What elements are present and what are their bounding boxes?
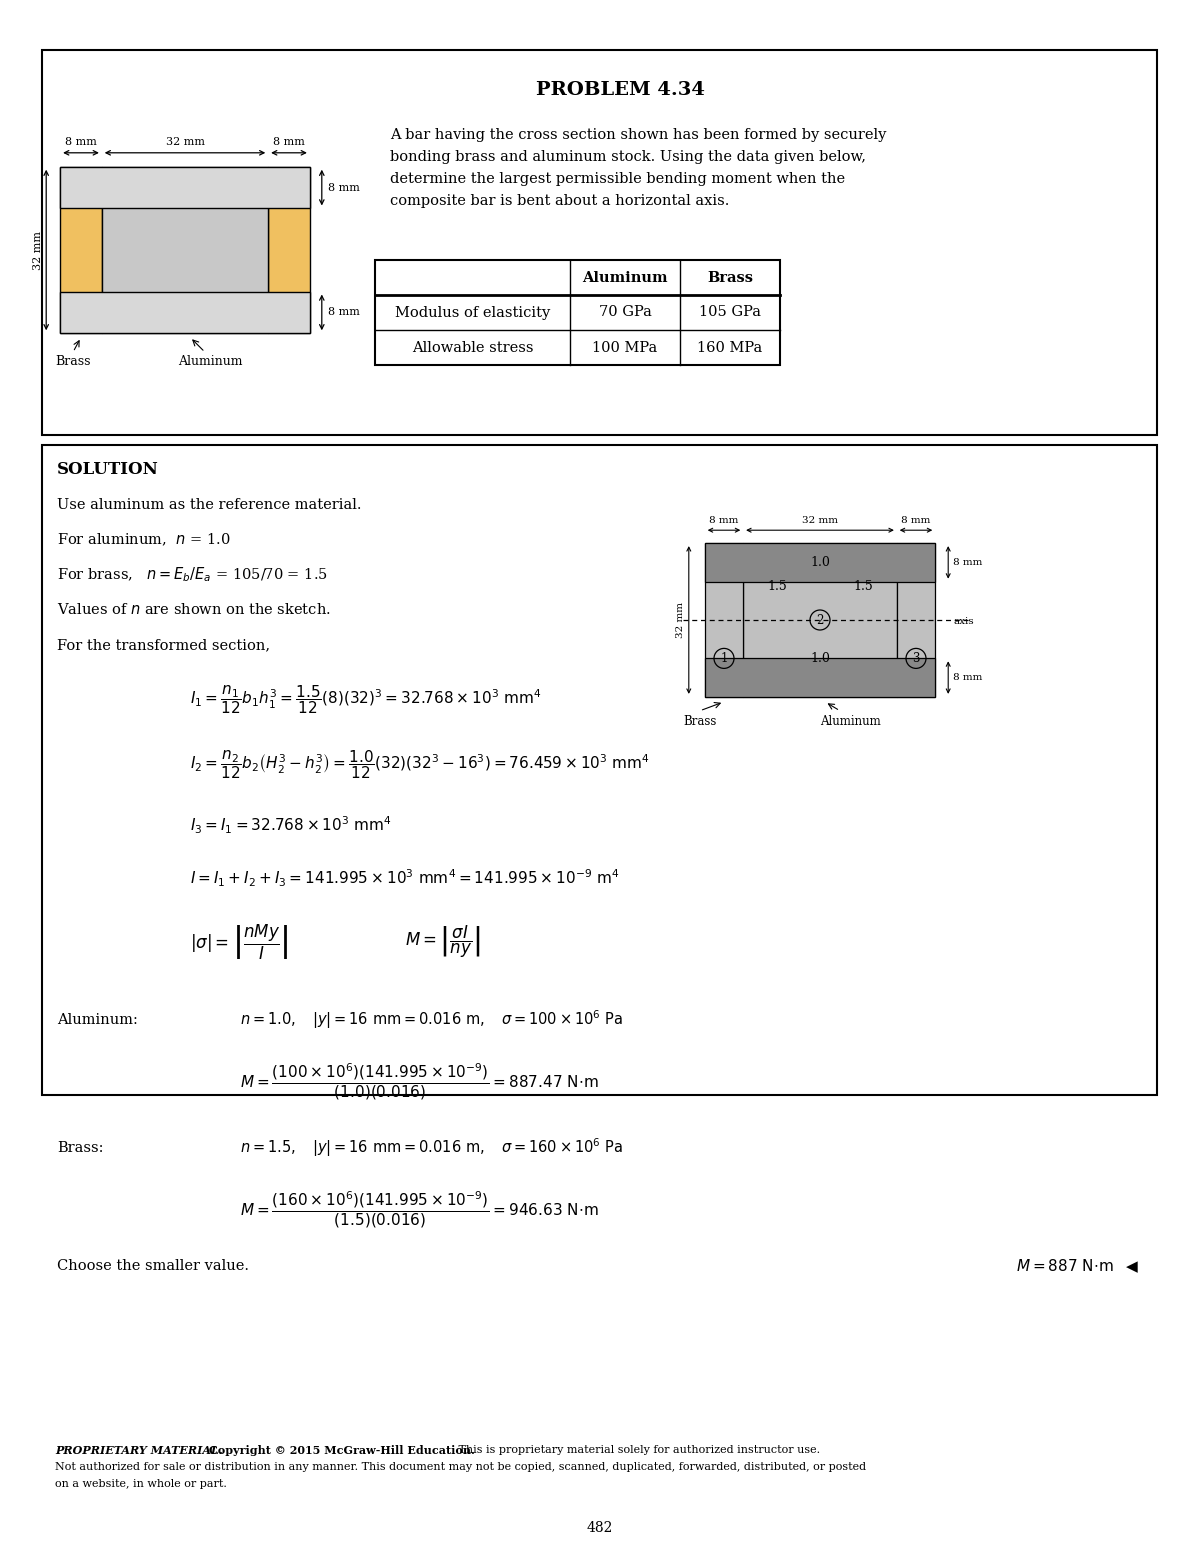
Text: 32 mm: 32 mm <box>34 230 43 270</box>
Text: Brass: Brass <box>55 356 91 368</box>
Text: 105 GPa: 105 GPa <box>698 306 761 320</box>
Text: Modulus of elasticity: Modulus of elasticity <box>395 306 550 320</box>
Text: For brass,   $n = E_b/E_a$ = 105/70 = 1.5: For brass, $n = E_b/E_a$ = 105/70 = 1.5 <box>58 565 328 584</box>
Text: 2: 2 <box>816 613 823 626</box>
Text: $M = \left|\dfrac{\sigma I}{ny}\right|$: $M = \left|\dfrac{\sigma I}{ny}\right|$ <box>406 924 480 960</box>
Text: 8 mm: 8 mm <box>709 516 739 525</box>
Bar <box>704 544 743 697</box>
Text: 100 MPa: 100 MPa <box>593 340 658 354</box>
Text: Aluminum:: Aluminum: <box>58 1013 138 1027</box>
Text: $I_1 = \dfrac{n_1}{12}b_1h_1^3 = \dfrac{1.5}{12}(8)(32)^3 = 32.768 \times 10^3\ : $I_1 = \dfrac{n_1}{12}b_1h_1^3 = \dfrac{… <box>190 683 541 716</box>
Bar <box>743 544 896 697</box>
Text: $I = I_1 + I_2 + I_3 = 141.995 \times 10^3\ \mathrm{mm}^4 = 141.995 \times 10^{-: $I = I_1 + I_2 + I_3 = 141.995 \times 10… <box>190 867 619 888</box>
Text: $n = 1.5,\quad |y| = 16\ \mathrm{mm} = 0.016\ \mathrm{m},\quad \sigma = 160 \tim: $n = 1.5,\quad |y| = 16\ \mathrm{mm} = 0… <box>240 1137 623 1160</box>
Text: bonding brass and aluminum stock. Using the data given below,: bonding brass and aluminum stock. Using … <box>390 151 866 165</box>
Bar <box>704 544 935 582</box>
Text: 8 mm: 8 mm <box>328 183 360 193</box>
Text: 8 mm: 8 mm <box>953 558 983 567</box>
Text: 8 mm: 8 mm <box>901 516 931 525</box>
Text: 1: 1 <box>720 652 727 665</box>
Text: PROBLEM 4.34: PROBLEM 4.34 <box>535 81 704 99</box>
Bar <box>269 166 310 334</box>
Text: $M = \dfrac{(160 \times 10^6)(141.995 \times 10^{-9})}{(1.5)(0.016)} = 946.63\ \: $M = \dfrac{(160 \times 10^6)(141.995 \t… <box>240 1190 599 1230</box>
Text: 8 mm: 8 mm <box>953 672 983 682</box>
Text: $M = 887\ \mathrm{N{\cdot}m}$  $\blacktriangleleft$: $M = 887\ \mathrm{N{\cdot}m}$ $\blacktri… <box>1015 1258 1139 1275</box>
Text: Values of $n$ are shown on the sketch.: Values of $n$ are shown on the sketch. <box>58 603 331 618</box>
Text: This is proprietary material solely for authorized instructor use.: This is proprietary material solely for … <box>455 1444 820 1455</box>
Bar <box>42 446 1157 1095</box>
Text: Allowable stress: Allowable stress <box>412 340 533 354</box>
Text: $I_3 = I_1 = 32.768 \times 10^3\ \mathrm{mm}^4$: $I_3 = I_1 = 32.768 \times 10^3\ \mathrm… <box>190 814 391 836</box>
Text: Brass: Brass <box>683 714 716 728</box>
Text: SOLUTION: SOLUTION <box>58 461 158 478</box>
Bar <box>60 166 310 208</box>
Text: Choose the smaller value.: Choose the smaller value. <box>58 1259 250 1273</box>
Text: Aluminum: Aluminum <box>820 714 881 728</box>
Text: Copyright © 2015 McGraw-Hill Education.: Copyright © 2015 McGraw-Hill Education. <box>205 1444 475 1457</box>
Text: $M = \dfrac{(100 \times 10^6)(141.995 \times 10^{-9})}{(1.0)(0.016)} = 887.47\ \: $M = \dfrac{(100 \times 10^6)(141.995 \t… <box>240 1062 599 1103</box>
Text: $n = 1.0,\quad |y| = 16\ \mathrm{mm} = 0.016\ \mathrm{m},\quad \sigma = 100 \tim: $n = 1.0,\quad |y| = 16\ \mathrm{mm} = 0… <box>240 1008 623 1031</box>
Bar <box>704 658 935 697</box>
Text: Aluminum: Aluminum <box>178 356 242 368</box>
Text: For the transformed section,: For the transformed section, <box>58 638 270 652</box>
Text: $|\sigma| = \left|\dfrac{nMy}{I}\right|$: $|\sigma| = \left|\dfrac{nMy}{I}\right|$ <box>190 922 289 961</box>
Bar <box>60 292 310 334</box>
Text: 1.0: 1.0 <box>810 556 830 568</box>
Text: 32 mm: 32 mm <box>677 603 685 638</box>
Text: 3: 3 <box>912 652 919 665</box>
Text: 32 mm: 32 mm <box>802 516 838 525</box>
Text: 1.5: 1.5 <box>767 581 787 593</box>
Text: 8 mm: 8 mm <box>328 307 360 317</box>
Bar <box>896 544 935 697</box>
Text: Use aluminum as the reference material.: Use aluminum as the reference material. <box>58 499 361 512</box>
Text: A bar having the cross section shown has been formed by securely: A bar having the cross section shown has… <box>390 127 887 141</box>
Text: 70 GPa: 70 GPa <box>599 306 652 320</box>
Text: $I_2 = \dfrac{n_2}{12}b_2\left(H_2^3 - h_2^3\right) = \dfrac{1.0}{12}(32)(32^3 -: $I_2 = \dfrac{n_2}{12}b_2\left(H_2^3 - h… <box>190 749 650 781</box>
Text: PROPRIETARY MATERIAL.: PROPRIETARY MATERIAL. <box>55 1444 223 1457</box>
Text: 1.0: 1.0 <box>810 652 830 665</box>
Text: For aluminum,  $n$ = 1.0: For aluminum, $n$ = 1.0 <box>58 531 230 548</box>
Bar <box>60 166 102 334</box>
Text: 1.5: 1.5 <box>853 581 872 593</box>
Bar <box>374 259 780 365</box>
Text: 482: 482 <box>587 1520 613 1534</box>
Text: axis: axis <box>953 618 974 626</box>
Text: Not authorized for sale or distribution in any manner. This document may not be : Not authorized for sale or distribution … <box>55 1461 866 1472</box>
Text: composite bar is bent about a horizontal axis.: composite bar is bent about a horizontal… <box>390 194 730 208</box>
Text: determine the largest permissible bending moment when the: determine the largest permissible bendin… <box>390 172 845 186</box>
Text: 8 mm: 8 mm <box>274 137 305 148</box>
Text: 160 MPa: 160 MPa <box>697 340 763 354</box>
Bar <box>102 166 269 334</box>
Text: Aluminum: Aluminum <box>582 270 667 284</box>
Text: Brass:: Brass: <box>58 1141 103 1155</box>
Bar <box>42 50 1157 435</box>
Text: Brass: Brass <box>707 270 754 284</box>
Text: on a website, in whole or part.: on a website, in whole or part. <box>55 1478 227 1489</box>
Text: 8 mm: 8 mm <box>65 137 97 148</box>
Text: 32 mm: 32 mm <box>166 137 204 148</box>
